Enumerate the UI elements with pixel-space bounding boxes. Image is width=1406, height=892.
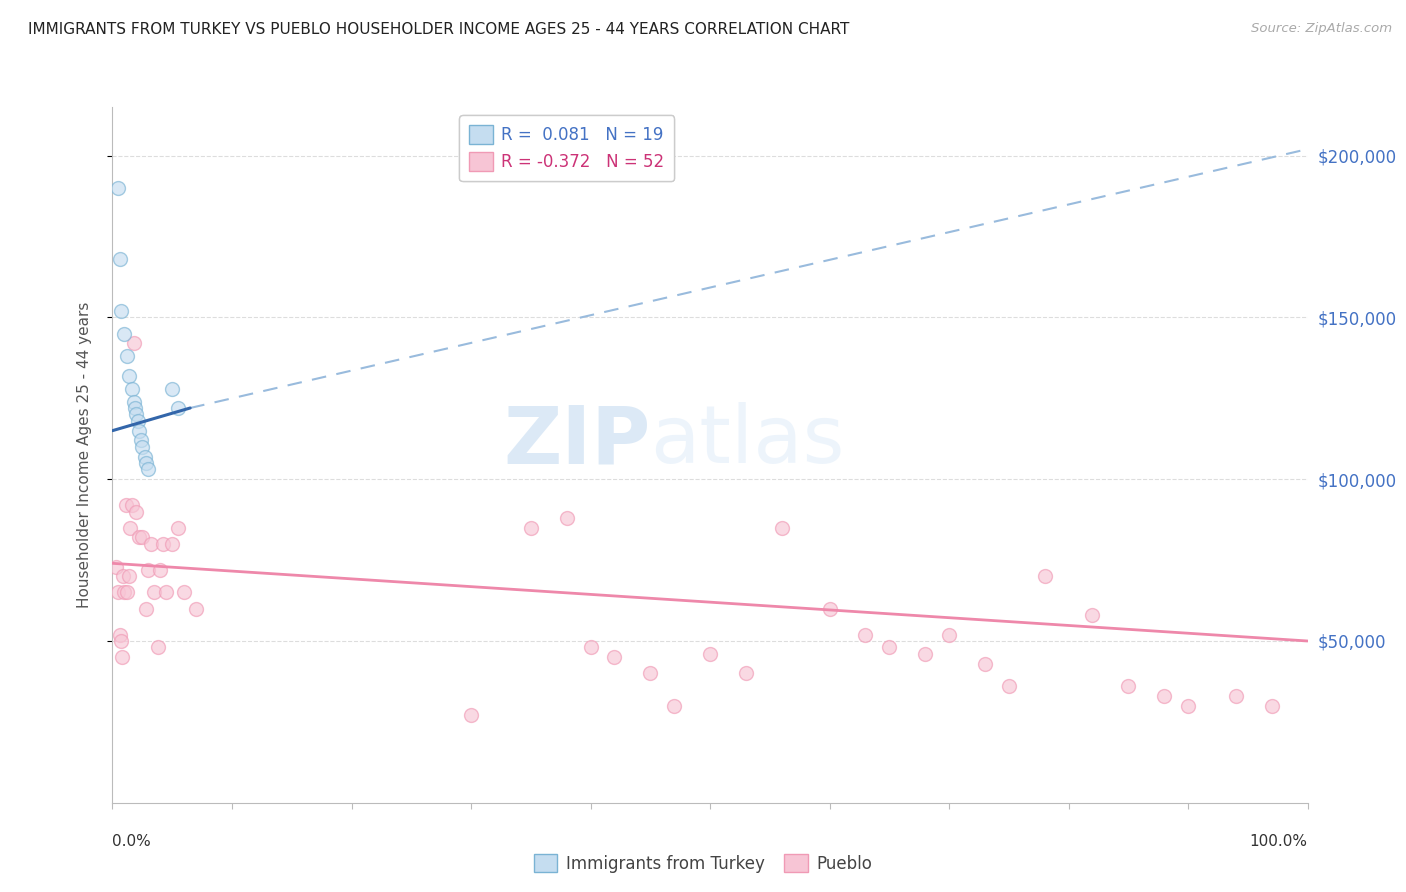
Text: 0.0%: 0.0% [112, 834, 152, 849]
Point [138, 563, 160, 577]
Point [998, 679, 1021, 693]
Point [122, 394, 145, 409]
Point [107, 585, 129, 599]
Point [460, 708, 482, 723]
Point [770, 521, 793, 535]
Point [135, 601, 157, 615]
Point [111, 650, 134, 665]
Point [134, 450, 156, 464]
Point [914, 647, 936, 661]
Point [735, 666, 758, 681]
Legend: R =  0.081   N = 19, R = -0.372   N = 52: R = 0.081 N = 19, R = -0.372 N = 52 [460, 115, 673, 181]
Point [1260, 698, 1282, 713]
Text: 100.0%: 100.0% [1250, 834, 1308, 849]
Point [638, 666, 662, 681]
Point [108, 252, 131, 267]
Point [138, 462, 160, 476]
Point [167, 521, 190, 535]
Point [124, 401, 146, 415]
Point [699, 647, 721, 661]
Point [146, 640, 169, 655]
Point [118, 368, 141, 383]
Text: IMMIGRANTS FROM TURKEY VS PUEBLO HOUSEHOLDER INCOME AGES 25 - 44 YEARS CORRELATI: IMMIGRANTS FROM TURKEY VS PUEBLO HOUSEHO… [28, 22, 849, 37]
Point [110, 304, 132, 318]
Point [155, 585, 177, 599]
Point [125, 504, 148, 518]
Text: Source: ZipAtlas.com: Source: ZipAtlas.com [1251, 22, 1392, 36]
Point [853, 627, 877, 641]
Point [115, 585, 138, 599]
Point [107, 181, 129, 195]
Point [115, 349, 138, 363]
Point [520, 521, 543, 535]
Point [143, 585, 166, 599]
Point [135, 456, 157, 470]
Point [152, 537, 174, 551]
Point [131, 440, 153, 454]
Point [1033, 569, 1056, 583]
Point [877, 640, 900, 655]
Point [120, 521, 142, 535]
Text: atlas: atlas [650, 402, 845, 480]
Point [162, 382, 183, 396]
Point [1081, 608, 1104, 623]
Point [128, 424, 150, 438]
Point [108, 627, 131, 641]
Point [139, 537, 162, 551]
Point [112, 569, 135, 583]
Point [1153, 689, 1175, 703]
Point [127, 414, 149, 428]
Y-axis label: Householder Income Ages 25 - 44 years: Householder Income Ages 25 - 44 years [77, 301, 91, 608]
Point [973, 657, 995, 671]
Point [125, 408, 148, 422]
Point [167, 401, 190, 415]
Point [128, 531, 150, 545]
Point [114, 326, 135, 341]
Point [118, 569, 141, 583]
Point [122, 336, 145, 351]
Point [114, 498, 136, 512]
Point [186, 601, 208, 615]
Point [121, 382, 143, 396]
Point [555, 511, 578, 525]
Point [105, 559, 128, 574]
Point [131, 531, 153, 545]
Point [579, 640, 602, 655]
Point [603, 650, 626, 665]
Point [114, 585, 135, 599]
Point [149, 563, 172, 577]
Point [1225, 689, 1247, 703]
Point [1116, 679, 1139, 693]
Point [664, 698, 686, 713]
Point [938, 627, 960, 641]
Point [129, 434, 152, 448]
Point [173, 585, 195, 599]
Point [110, 634, 132, 648]
Text: ZIP: ZIP [503, 402, 650, 480]
Point [818, 601, 841, 615]
Point [162, 537, 183, 551]
Point [121, 498, 143, 512]
Point [1177, 698, 1199, 713]
Legend: Immigrants from Turkey, Pueblo: Immigrants from Turkey, Pueblo [527, 847, 879, 880]
